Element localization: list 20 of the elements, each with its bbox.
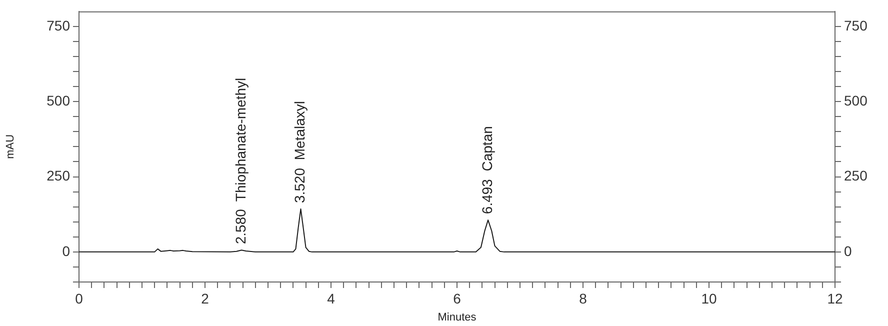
- y2-tick-label: 500: [844, 92, 868, 108]
- y2-tick-label: 0: [844, 242, 852, 259]
- y-tick-label: 0: [62, 242, 70, 259]
- y-tick-label: 250: [46, 168, 70, 184]
- y-tick-label: 750: [46, 17, 70, 34]
- x-tick-label: 0: [75, 290, 84, 306]
- x-tick-label: 4: [327, 290, 336, 306]
- y2-tick-label: 250: [844, 168, 868, 184]
- y-tick-label: 500: [46, 92, 70, 108]
- y-axis-title: mAU: [4, 134, 17, 159]
- x-tick-label: 8: [579, 290, 588, 306]
- annotation: 2.580 Thiophanate-methyl: [232, 78, 248, 244]
- y2-tick-label: 750: [844, 17, 868, 34]
- annotation: 3.520 Metalaxyl: [292, 100, 308, 203]
- x-tick-label: 2: [201, 290, 210, 306]
- x-tick-label: 10: [701, 290, 717, 306]
- x-tick-label: 6: [453, 290, 462, 306]
- annotation: 6.493 Captan: [478, 126, 495, 214]
- x-axis-title: Minutes: [438, 311, 477, 324]
- x-tick-label: 12: [827, 290, 843, 306]
